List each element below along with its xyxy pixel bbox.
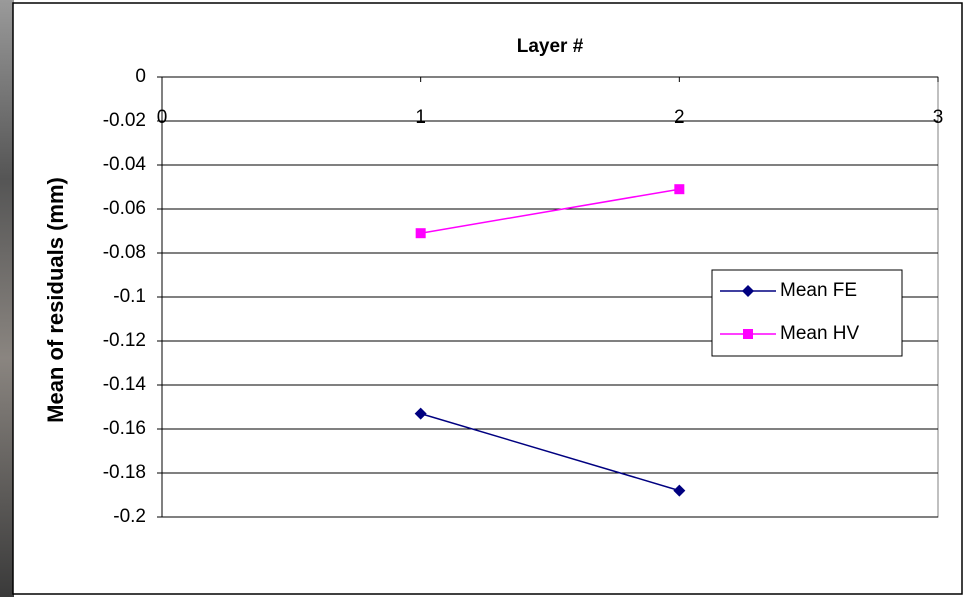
legend-marker bbox=[742, 285, 754, 297]
x-tick-label: 2 bbox=[674, 107, 685, 128]
y-tick-label: -0.02 bbox=[103, 110, 146, 131]
x-tick-label: 1 bbox=[415, 107, 426, 128]
marker bbox=[415, 228, 426, 239]
legend-label: Mean FE bbox=[780, 280, 857, 301]
legend-label: Mean HV bbox=[780, 323, 860, 344]
series-line bbox=[420, 412, 680, 492]
background-photo bbox=[0, 0, 14, 597]
x-axis-title: Layer # bbox=[517, 36, 584, 57]
x-tick-label: 3 bbox=[933, 107, 944, 128]
x-tick-label: 0 bbox=[157, 107, 168, 128]
y-tick-label: -0.16 bbox=[103, 418, 146, 439]
y-tick-label: -0.08 bbox=[103, 242, 146, 263]
y-tick-label: 0 bbox=[135, 66, 146, 87]
y-tick-label: -0.1 bbox=[113, 286, 146, 307]
y-tick-label: -0.04 bbox=[103, 154, 147, 175]
legend-marker bbox=[743, 329, 753, 339]
legend bbox=[711, 269, 903, 357]
marker bbox=[414, 407, 427, 420]
y-tick-label: -0.06 bbox=[103, 198, 146, 219]
y-tick-label: -0.14 bbox=[103, 374, 147, 395]
marker bbox=[674, 184, 685, 195]
y-tick-label: -0.2 bbox=[113, 506, 146, 527]
series-line bbox=[420, 188, 680, 234]
y-tick-label: -0.12 bbox=[103, 330, 146, 351]
y-tick-label: -0.18 bbox=[103, 462, 146, 483]
y-axis-title: Mean of residuals (mm) bbox=[43, 177, 68, 423]
marker bbox=[673, 484, 686, 497]
